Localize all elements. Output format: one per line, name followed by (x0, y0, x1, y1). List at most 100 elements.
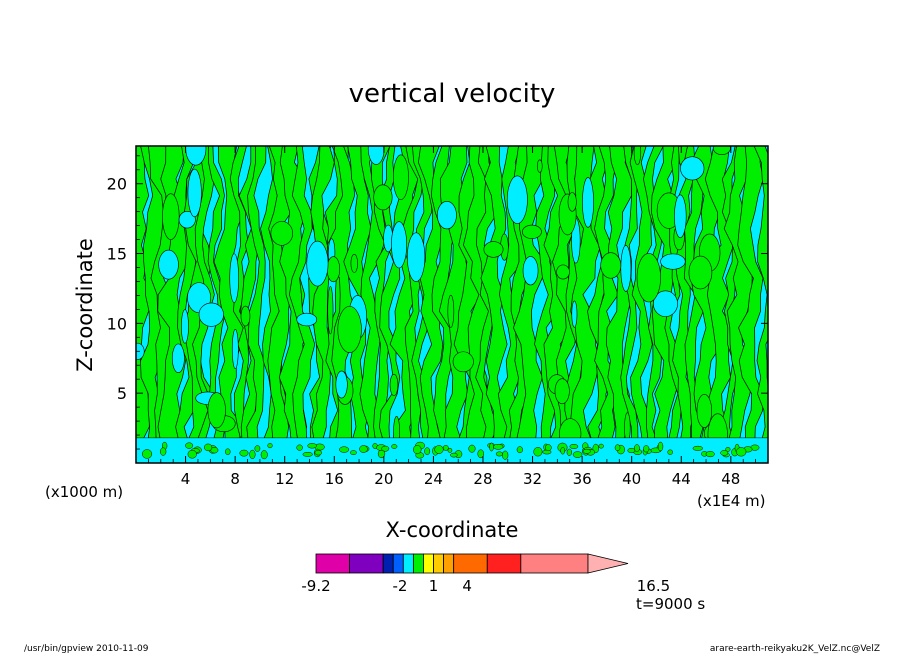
y-tick-label: 20 (107, 175, 127, 194)
y-axis: 5 10 15 20 (107, 155, 768, 450)
plot-area (135, 145, 769, 464)
contour-region (690, 146, 723, 444)
colorbar-labels: -9.2 -2 1 4 16.5 (301, 577, 670, 595)
contour-blob (437, 200, 457, 230)
contour-region (737, 146, 764, 444)
colorbar-label: 4 (462, 577, 472, 595)
colorbar-label: -9.2 (301, 577, 330, 595)
colorbar-segment (402, 553, 414, 574)
boundary-blob (224, 448, 231, 455)
contour-blob (350, 253, 358, 273)
contour-blob (158, 249, 179, 280)
boundary-blob (560, 447, 566, 455)
boundary-blob (204, 443, 213, 452)
boundary-blob (254, 445, 261, 452)
colorbar-segment (412, 553, 424, 574)
x-tick-label: 12 (275, 470, 294, 488)
boundary-blob (544, 444, 552, 452)
contour-region (480, 146, 509, 444)
contour-blob (270, 221, 294, 246)
boundary-blob (667, 449, 673, 455)
contour-blob (674, 194, 687, 239)
contour-blob (229, 253, 239, 303)
contour-region (620, 146, 639, 444)
contour-blob (653, 290, 678, 317)
contour-blob (636, 253, 661, 303)
colorbar-label: -2 (392, 577, 407, 595)
boundary-blob (634, 444, 640, 452)
colorbar-segment (392, 553, 404, 574)
contour-blob (680, 156, 705, 181)
x-tick-label: 40 (622, 470, 641, 488)
boundary-blob (307, 443, 317, 449)
contour-region (379, 146, 401, 444)
contour-blob (522, 256, 539, 286)
boundary-blob (569, 444, 579, 449)
contour-region (753, 146, 768, 444)
contour-blob (660, 253, 686, 270)
boundary-blob (533, 447, 543, 457)
contour-blob (452, 351, 474, 373)
contour-region (605, 146, 633, 444)
footer-left: /usr/bin/gpview 2010-11-09 (24, 644, 149, 654)
chart-title: vertical velocity (349, 79, 556, 109)
contour-blob (447, 294, 455, 328)
x-tick-label: 36 (573, 470, 592, 488)
contour-blob (582, 177, 594, 228)
boundary-blob (447, 447, 453, 453)
x-axis-label: X-coordinate (386, 518, 519, 542)
x-tick-label: 16 (325, 470, 344, 488)
footer-right: arare-earth-reikyaku2K_VelZ.nc@VelZ (710, 644, 880, 654)
boundary-blob (302, 451, 313, 457)
contour-blob (391, 221, 408, 269)
contour-blob (567, 192, 577, 212)
boundary-blob (643, 445, 650, 453)
contour-blob (554, 378, 570, 405)
contour-region (418, 146, 445, 444)
boundary-blob (359, 445, 368, 453)
contour-blob (136, 342, 145, 360)
contour-blob (181, 309, 189, 344)
boundary-blob (566, 448, 572, 456)
boundary-blob (381, 445, 390, 452)
contour-blob (240, 305, 251, 327)
boundary-blob (339, 446, 350, 453)
contour-blob (392, 154, 409, 200)
contour-blob (198, 302, 224, 327)
contour-region (683, 146, 704, 444)
contour-blob (407, 232, 426, 282)
boundary-blob (502, 450, 509, 460)
boundary-blob (657, 441, 664, 452)
contour-blob (633, 146, 642, 166)
contour-region (229, 146, 250, 444)
contour-blob (522, 224, 542, 239)
plot-frame (135, 145, 769, 464)
boundary-blob (598, 443, 604, 449)
boundary-blob (424, 447, 431, 456)
boundary-blob (477, 449, 484, 459)
x-tick-label: 28 (473, 470, 492, 488)
boundary-blob (249, 449, 256, 460)
contour-region (192, 146, 215, 444)
boundary-blob (516, 446, 523, 454)
boundary-blob (314, 450, 322, 456)
boundary-blob (239, 449, 249, 457)
x-tick-label: 24 (424, 470, 443, 488)
boundary-blob (720, 450, 729, 456)
boundary-blob (495, 451, 503, 457)
contour-blob (712, 146, 731, 156)
contour-region (246, 146, 267, 444)
boundary-blob (493, 443, 504, 450)
boundary-blob (187, 449, 197, 459)
contour-blob (207, 392, 226, 429)
boundary-blob (736, 447, 747, 457)
colorbar-label: 16.5 (637, 577, 670, 595)
contour-blob (326, 256, 341, 283)
contour-region (326, 146, 357, 444)
contour-blob (337, 306, 362, 353)
contour-blob (367, 146, 385, 165)
contour-blob (556, 264, 570, 280)
contour-fill-layer (136, 146, 768, 463)
boundary-blob (582, 448, 591, 454)
